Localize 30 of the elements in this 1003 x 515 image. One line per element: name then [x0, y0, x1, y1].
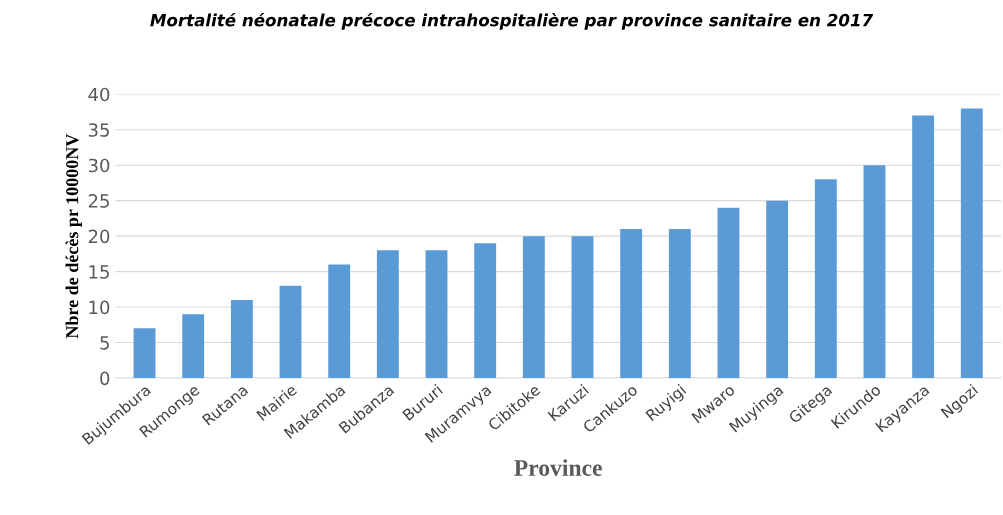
bar [230, 299, 253, 379]
y-axis-title: Nbre de décès pr 10000NV [65, 133, 82, 339]
bar [425, 250, 448, 379]
bar [863, 165, 886, 379]
y-tick-label: 30 [88, 158, 110, 173]
bar [717, 207, 740, 379]
bar [376, 250, 399, 379]
y-tick-label: 10 [89, 300, 110, 315]
y-tick-label: 35 [88, 123, 109, 137]
y-tick-label: 40 [88, 87, 110, 102]
bar [668, 229, 691, 379]
bar [814, 179, 837, 379]
bar [328, 264, 351, 379]
y-tick-label: 0 [100, 371, 110, 386]
y-tick-label: 20 [88, 229, 110, 244]
bar [522, 236, 545, 379]
y-tick-label: 5 [100, 336, 109, 350]
bar [620, 229, 643, 379]
bar [571, 236, 594, 379]
y-tick-label: 15 [89, 265, 109, 279]
chart-title: Mortalité néonatale précoce intrahospitalière par province sanitaire en 2017 [150, 12, 874, 30]
bar [182, 314, 205, 379]
x-axis-title: Province [514, 459, 602, 476]
y-tick-label: 25 [88, 194, 109, 208]
bar [960, 108, 983, 379]
bar [766, 200, 789, 379]
bar [279, 285, 302, 379]
bar [474, 243, 497, 379]
bar [133, 328, 156, 379]
bar [912, 115, 935, 379]
